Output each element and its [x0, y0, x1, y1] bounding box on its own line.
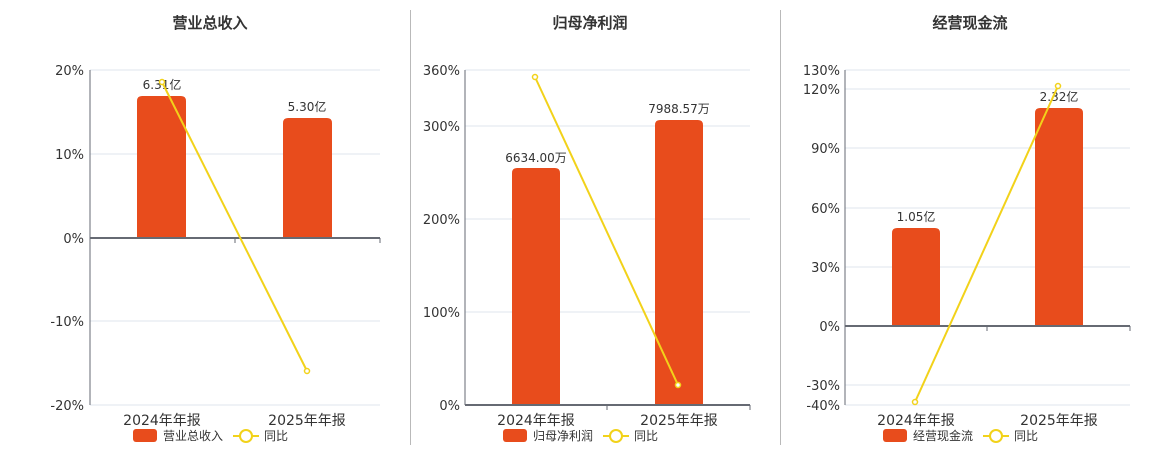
chart-title: 营业总收入 [172, 14, 248, 32]
y-tick: 130% [803, 64, 840, 79]
legend-line-label[interactable]: 同比 [634, 429, 659, 443]
line-point[interactable] [531, 73, 539, 81]
chart-panel-revenue: 营业总收入 20% 10% 0% -10% -20% 6.31亿 5.30亿 2… [0, 0, 410, 450]
legend-bar-label[interactable]: 归母净利润 [533, 429, 594, 443]
x-tick: 2025年年报 [1020, 413, 1098, 429]
bar-label: 1.05亿 [897, 209, 936, 224]
bar-label: 6634.00万 [505, 151, 567, 165]
y-tick: -40% [806, 399, 840, 414]
y-tick: 100% [423, 306, 460, 321]
legend-bar-swatch[interactable] [503, 429, 527, 442]
bar-2025[interactable] [655, 120, 703, 405]
x-tick: 2025年年报 [268, 413, 346, 429]
y-tick: 0% [819, 320, 840, 335]
y-tick: 300% [423, 120, 460, 135]
legend-bar-label[interactable]: 经营现金流 [913, 429, 974, 443]
chart-plot: 360% 300% 200% 100% 0% 6634.00万 7988.57万… [423, 64, 751, 429]
x-tick: 2024年年报 [123, 413, 201, 429]
bar-2025[interactable] [1035, 108, 1083, 326]
legend-bar-swatch[interactable] [133, 429, 157, 442]
y-tick: 360% [423, 64, 460, 79]
y-tick: 30% [811, 261, 840, 276]
legend: 营业总收入 同比 [133, 427, 288, 444]
legend-line-icon[interactable] [603, 428, 630, 443]
line-point[interactable] [158, 78, 166, 86]
y-tick: 90% [811, 142, 840, 157]
x-tick: 2025年年报 [640, 413, 718, 429]
bar-2024[interactable] [892, 228, 940, 326]
legend-line-label[interactable]: 同比 [1014, 429, 1039, 443]
legend-line-icon[interactable] [983, 428, 1010, 443]
chart-title: 经营现金流 [932, 14, 1008, 32]
yoy-line [534, 76, 679, 386]
panel-divider [780, 10, 781, 445]
bar-label: 2.32亿 [1040, 89, 1079, 104]
legend-line-label[interactable]: 同比 [264, 429, 289, 443]
legend-bar-label[interactable]: 营业总收入 [163, 429, 224, 443]
y-tick: 200% [423, 213, 460, 228]
y-tick: 10% [55, 148, 84, 163]
x-tick: 2024年年报 [497, 413, 575, 429]
y-tick: 60% [811, 202, 840, 217]
chart-plot: 20% 10% 0% -10% -20% 6.31亿 5.30亿 2024年年报… [50, 64, 381, 429]
y-tick: 0% [439, 399, 460, 414]
y-tick: 120% [803, 83, 840, 98]
legend: 归母净利润 同比 [503, 427, 658, 444]
bar-2025[interactable] [283, 118, 332, 238]
line-point[interactable] [303, 367, 311, 375]
legend-bar-swatch[interactable] [883, 429, 907, 442]
line-point[interactable] [674, 381, 682, 389]
legend-line-icon[interactable] [233, 428, 260, 443]
line-point[interactable] [911, 398, 919, 406]
bar-label: 5.30亿 [288, 99, 327, 114]
bar-2024[interactable] [137, 96, 186, 238]
yoy-line [161, 81, 308, 372]
y-tick: -20% [50, 399, 84, 414]
bar-label: 7988.57万 [648, 102, 710, 116]
chart-title: 归母净利润 [552, 14, 628, 32]
line-point[interactable] [1054, 82, 1062, 90]
yoy-line [914, 85, 1059, 403]
panel-divider [410, 10, 411, 445]
y-tick: -30% [806, 379, 840, 394]
legend: 经营现金流 同比 [883, 427, 1038, 444]
y-tick: -10% [50, 315, 84, 330]
x-tick: 2024年年报 [877, 413, 955, 429]
bar-2024[interactable] [512, 168, 560, 405]
y-tick: 20% [55, 64, 84, 79]
y-tick: 0% [63, 232, 84, 247]
chart-panel-net-profit: 归母净利润 360% 300% 200% 100% 0% 6634.00万 79… [423, 14, 751, 444]
